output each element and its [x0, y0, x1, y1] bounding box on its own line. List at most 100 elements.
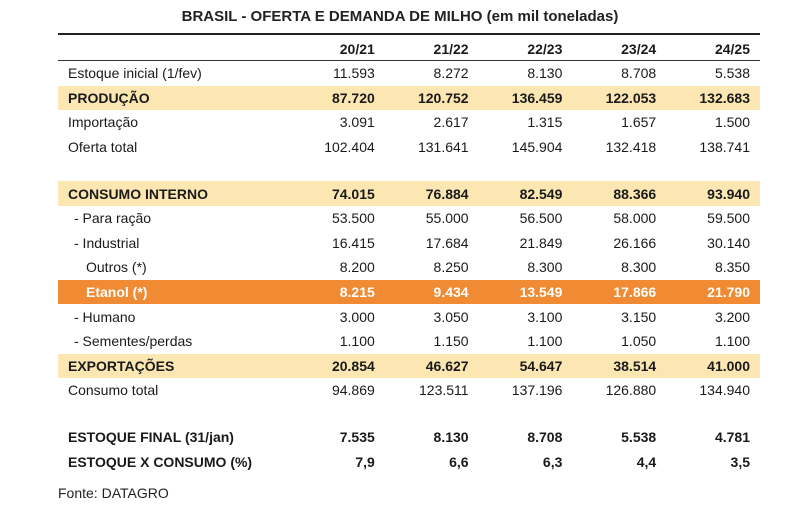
cell: 132.418 [605, 139, 657, 156]
cell: 137.196 [511, 382, 563, 399]
table-row: - Para ração 53.500 55.000 56.500 58.000… [58, 206, 760, 231]
cell: 1.100 [714, 333, 750, 350]
cell: 6,3 [542, 453, 563, 470]
top-rule [58, 33, 760, 35]
source-note: Fonte: DATAGRO [58, 485, 169, 501]
cell: 11.593 [333, 65, 375, 82]
cell: 13.549 [478, 279, 573, 305]
cell: 74.015 [291, 181, 385, 206]
cell: 5.538 [714, 65, 750, 82]
table-row: Consumo total 94.869 123.511 137.196 126… [58, 378, 760, 403]
row-label: Outros (*) [86, 259, 147, 276]
cell: 8.708 [621, 65, 657, 82]
cell: 1.150 [433, 333, 469, 350]
cell: 17.866 [572, 279, 667, 305]
table-row: PRODUÇÃO 87.720 120.752 136.459 122.053 … [58, 85, 760, 111]
cell: 76.884 [384, 181, 479, 206]
cell: 7,9 [355, 453, 375, 470]
cell: 102.404 [324, 139, 375, 156]
cell: 20.854 [291, 353, 385, 379]
cell: 138.741 [699, 139, 750, 156]
cell: 3.050 [433, 308, 469, 325]
cell: 3.000 [339, 308, 375, 325]
cell: 126.880 [605, 382, 657, 399]
table-title: BRASIL - OFERTA E DEMANDA DE MILHO (em m… [181, 8, 619, 25]
cell: 8.200 [339, 259, 375, 276]
cell: 8.300 [621, 259, 657, 276]
header-col: 20/21 [291, 38, 385, 61]
cell: 134.940 [699, 382, 750, 399]
cell: 8.272 [433, 65, 469, 82]
row-label: EXPORTAÇÕES [58, 353, 291, 379]
cell: 2.617 [433, 114, 469, 131]
cell: 3.200 [714, 308, 750, 325]
row-label: Etanol (*) [58, 279, 291, 305]
cell: 3.150 [621, 308, 657, 325]
row-label: Importação [68, 114, 139, 131]
cell: 38.514 [572, 353, 667, 379]
row-label: ESTOQUE X CONSUMO (%) [68, 453, 253, 470]
table-row: EXPORTAÇÕES 20.854 46.627 54.647 38.514 … [58, 353, 760, 379]
header-row: 20/21 21/22 22/23 23/24 24/25 [58, 38, 760, 61]
cell: 8.215 [291, 279, 385, 305]
cell: 8.350 [714, 259, 750, 276]
cell: 4.781 [714, 429, 750, 446]
cell: 1.500 [714, 114, 750, 131]
cell: 87.720 [291, 85, 385, 111]
cell: 53.500 [331, 210, 375, 227]
cell: 122.053 [572, 85, 667, 111]
cell: 16.415 [331, 234, 375, 251]
cell: 21.849 [519, 234, 563, 251]
cell: 58.000 [613, 210, 657, 227]
row-label: Estoque inicial (1/fev) [68, 65, 202, 82]
table-row: Importação 3.091 2.617 1.315 1.657 1.500 [58, 110, 760, 135]
cell: 56.500 [519, 210, 563, 227]
cell: 21.790 [666, 279, 760, 305]
header-empty [58, 38, 291, 61]
row-label: CONSUMO INTERNO [58, 181, 291, 206]
cell: 3.100 [527, 308, 563, 325]
table-row-ethanol: Etanol (*) 8.215 9.434 13.549 17.866 21.… [58, 279, 760, 305]
cell: 26.166 [613, 234, 657, 251]
cell: 132.683 [666, 85, 760, 111]
cell: 5.538 [621, 429, 657, 446]
header-col: 23/24 [572, 38, 667, 61]
table-row: - Industrial 16.415 17.684 21.849 26.166… [58, 231, 760, 256]
cell: 4,4 [636, 453, 657, 470]
row-label: - Para ração [74, 210, 152, 227]
row-label: Oferta total [68, 139, 138, 156]
cell: 131.641 [417, 139, 469, 156]
cell: 41.000 [666, 353, 760, 379]
cell: 1.100 [339, 333, 375, 350]
cell: 6,6 [449, 453, 469, 470]
table-row: - Humano 3.000 3.050 3.100 3.150 3.200 [58, 304, 760, 329]
cell: 1.050 [621, 333, 657, 350]
cell: 8.250 [433, 259, 469, 276]
cell: 1.657 [621, 114, 657, 131]
cell: 88.366 [572, 181, 667, 206]
cell: 1.100 [527, 333, 563, 350]
spacer-row [58, 159, 760, 181]
cell: 7.535 [339, 429, 375, 446]
cell: 3,5 [730, 453, 750, 470]
row-label: Consumo total [68, 382, 159, 399]
table-row: Estoque inicial (1/fev) 11.593 8.272 8.1… [58, 61, 760, 86]
cell: 46.627 [384, 353, 479, 379]
cell: 145.904 [511, 139, 563, 156]
cell: 94.869 [331, 382, 375, 399]
table-row: ESTOQUE FINAL (31/jan) 7.535 8.130 8.708… [58, 425, 760, 450]
cell: 93.940 [666, 181, 760, 206]
cell: 55.000 [425, 210, 469, 227]
cell: 120.752 [384, 85, 479, 111]
cell: 30.140 [707, 234, 750, 251]
cell: 17.684 [425, 234, 469, 251]
table-row: Oferta total 102.404 131.641 145.904 132… [58, 135, 760, 160]
header-col: 21/22 [384, 38, 479, 61]
cell: 59.500 [707, 210, 750, 227]
cell: 82.549 [478, 181, 573, 206]
row-label: - Sementes/perdas [74, 333, 193, 350]
cell: 54.647 [478, 353, 573, 379]
row-label: PRODUÇÃO [58, 85, 291, 111]
cell: 136.459 [478, 85, 573, 111]
row-label: - Industrial [74, 234, 140, 251]
